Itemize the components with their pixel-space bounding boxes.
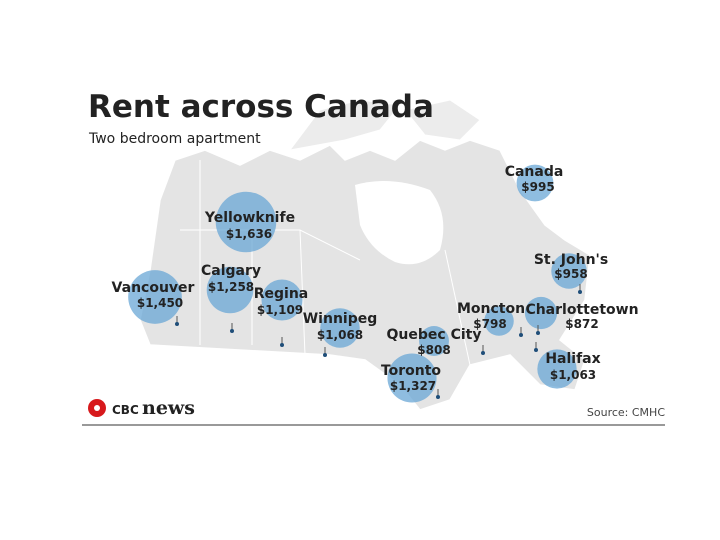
pin <box>436 395 440 399</box>
pins <box>175 284 582 399</box>
city-name: Yellowknife <box>204 210 295 226</box>
rent-bubble <box>261 279 303 321</box>
pin <box>280 343 284 347</box>
city-rent: $1,327 <box>390 379 436 393</box>
hudson-bay <box>355 181 444 265</box>
city-name: Canada <box>505 164 564 180</box>
city-rent: $872 <box>565 317 598 331</box>
rent-bubble <box>128 270 182 324</box>
city-rent: $995 <box>521 180 554 194</box>
rent-bubble <box>419 326 449 356</box>
city-name: Moncton <box>457 301 525 317</box>
city-rent: $798 <box>473 317 506 331</box>
city-rent: $1,068 <box>317 328 363 342</box>
city-name: Regina <box>254 286 309 302</box>
pin <box>534 348 538 352</box>
city-name: Calgary <box>201 263 261 279</box>
pin <box>536 331 540 335</box>
rent-bubble <box>524 296 558 330</box>
city-name: Vancouver <box>112 280 195 296</box>
title: Rent across Canada <box>88 89 434 125</box>
city-rent: $1,109 <box>257 303 303 317</box>
rent-bubble <box>516 164 554 202</box>
rent-bubble <box>537 349 577 389</box>
rent-bubble <box>484 306 514 336</box>
logo-gem-center <box>94 405 100 411</box>
rent-bubble <box>206 266 254 314</box>
rent-bubble <box>320 308 360 348</box>
city-name: Winnipeg <box>303 311 378 327</box>
logo-mark: CBC <box>112 403 139 417</box>
rent-bubble <box>551 253 587 289</box>
pin <box>323 353 327 357</box>
source: Source: CMHC <box>587 406 665 419</box>
city-rent: $1,063 <box>550 368 596 382</box>
pin <box>578 290 582 294</box>
arctic-islands <box>288 99 481 151</box>
labels: Canada$995 Yellowknife$1,636 Vancouver$1,4… <box>112 164 639 393</box>
pin <box>175 322 179 326</box>
city-rent: $1,636 <box>226 227 272 241</box>
rent-bubble <box>215 191 277 253</box>
city-name: Toronto <box>381 363 441 379</box>
city-name: Quebec City <box>387 327 482 343</box>
logo-word: news <box>142 397 195 419</box>
pin <box>481 351 485 355</box>
logo: CBC news <box>88 397 195 419</box>
rent-bubble <box>387 353 437 403</box>
bubbles <box>128 164 587 403</box>
pin <box>230 329 234 333</box>
city-name: Halifax <box>545 351 600 367</box>
city-name: Charlottetown <box>525 302 638 318</box>
city-name: St. John's <box>534 252 608 268</box>
city-rent: $958 <box>554 267 587 281</box>
city-layer: Canada$995 Yellowknife$1,636 Vancouver$1,4… <box>112 164 639 403</box>
city-rent: $808 <box>417 343 450 357</box>
city-rent: $1,258 <box>208 280 254 294</box>
pin <box>519 333 523 337</box>
city-rent: $1,450 <box>137 296 183 310</box>
subtitle: Two bedroom apartment <box>88 131 261 147</box>
